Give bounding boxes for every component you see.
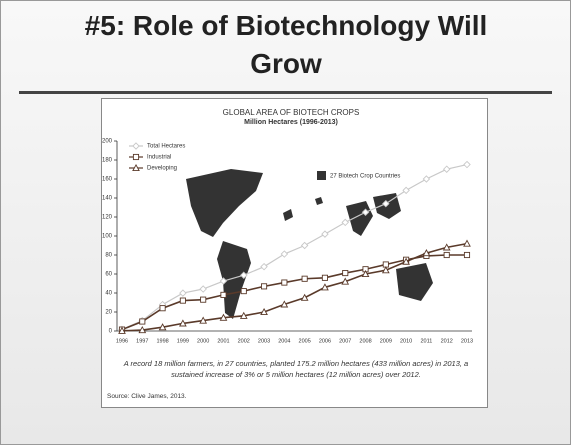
- marker: [139, 318, 146, 325]
- y-tick-label: 200: [102, 139, 113, 145]
- y-tick-label: 160: [102, 177, 113, 183]
- chart-title: GLOBAL AREA OF BIOTECH CROPS: [223, 108, 360, 117]
- marker: [300, 241, 309, 250]
- marker: [219, 313, 228, 321]
- marker: [341, 218, 349, 227]
- marker: [220, 291, 227, 298]
- marker: [280, 250, 289, 258]
- marker: [280, 300, 289, 308]
- marker: [281, 279, 288, 286]
- marker: [422, 249, 431, 257]
- x-tick-label: 2000: [197, 338, 209, 344]
- annotation: 27 Biotech Crop Countries: [330, 174, 400, 180]
- marker: [240, 271, 248, 279]
- marker: [260, 262, 268, 271]
- marker: [118, 326, 126, 334]
- marker: [382, 199, 390, 208]
- marker: [321, 230, 329, 238]
- marker: [261, 283, 268, 290]
- legend-label: Total Hectares: [147, 144, 185, 150]
- marker: [219, 277, 228, 285]
- x-tick-label: 1998: [156, 338, 168, 344]
- marker: [138, 326, 147, 334]
- y-tick-label: 120: [102, 215, 113, 221]
- marker: [381, 266, 390, 274]
- y-tick-label: 180: [102, 158, 113, 164]
- marker: [300, 293, 309, 301]
- marker: [200, 296, 207, 303]
- marker: [179, 319, 187, 327]
- marker: [132, 153, 140, 161]
- x-tick-label: 2009: [380, 338, 392, 344]
- marker: [199, 316, 208, 324]
- chart-subtitle: Million Hectares (1996-2013): [244, 119, 338, 126]
- y-tick-label: 80: [105, 253, 112, 259]
- marker: [463, 239, 471, 247]
- x-tick-label: 2003: [258, 338, 270, 344]
- x-tick-label: 2012: [441, 338, 453, 344]
- x-tick-label: 2011: [420, 338, 432, 344]
- series-line: [121, 254, 467, 331]
- marker: [179, 289, 187, 297]
- series-line: [121, 242, 468, 332]
- marker: [132, 163, 140, 172]
- marker: [158, 323, 167, 331]
- marker: [159, 305, 166, 312]
- y-tick-label: 60: [105, 272, 112, 278]
- marker: [361, 208, 370, 216]
- x-tick-label: 2001: [217, 338, 229, 344]
- world-map: [186, 169, 433, 319]
- legend-label: Industrial: [147, 155, 171, 161]
- marker: [301, 275, 308, 282]
- marker: [179, 297, 186, 304]
- marker: [402, 186, 410, 195]
- marker: [341, 277, 350, 285]
- legend-label: Developing: [147, 166, 177, 172]
- y-tick-label: 100: [102, 234, 113, 240]
- x-tick-label: 2013: [461, 338, 473, 344]
- y-tick-label: 20: [105, 310, 112, 316]
- caption: A record 18 million farmers, in 27 count…: [123, 359, 469, 379]
- x-tick-label: 1997: [136, 338, 148, 344]
- marker: [443, 251, 450, 259]
- y-tick-label: 140: [102, 196, 113, 202]
- series-line: [121, 163, 468, 330]
- marker: [442, 165, 451, 173]
- marker: [402, 257, 410, 265]
- annotation-swatch: [317, 171, 326, 180]
- x-tick-label: 2007: [339, 338, 351, 344]
- y-tick-label: 40: [105, 291, 112, 297]
- marker: [463, 160, 471, 169]
- x-tick-label: 2004: [278, 338, 290, 344]
- x-tick-label: 2008: [359, 338, 371, 344]
- marker: [463, 251, 471, 259]
- marker: [239, 311, 248, 319]
- marker: [321, 283, 329, 291]
- x-tick-label: 1996: [116, 338, 128, 344]
- x-tick-label: 2002: [238, 338, 250, 344]
- marker: [442, 243, 451, 251]
- marker: [132, 142, 140, 150]
- source: Source: Clive James, 2013.: [107, 393, 187, 400]
- slide-title: #5: Role of Biotechnology Will Grow: [84, 10, 488, 79]
- marker: [199, 285, 207, 293]
- marker: [260, 307, 268, 316]
- marker: [361, 269, 370, 278]
- x-tick-label: 2006: [319, 338, 331, 344]
- marker: [422, 175, 431, 183]
- marker: [240, 288, 247, 295]
- marker: [321, 274, 328, 281]
- title-rule: [19, 91, 552, 94]
- y-tick-label: 0: [109, 329, 113, 335]
- x-tick-label: 1999: [177, 338, 189, 344]
- x-tick-label: 2010: [400, 338, 412, 344]
- marker: [342, 270, 349, 277]
- x-tick-label: 2005: [299, 338, 311, 344]
